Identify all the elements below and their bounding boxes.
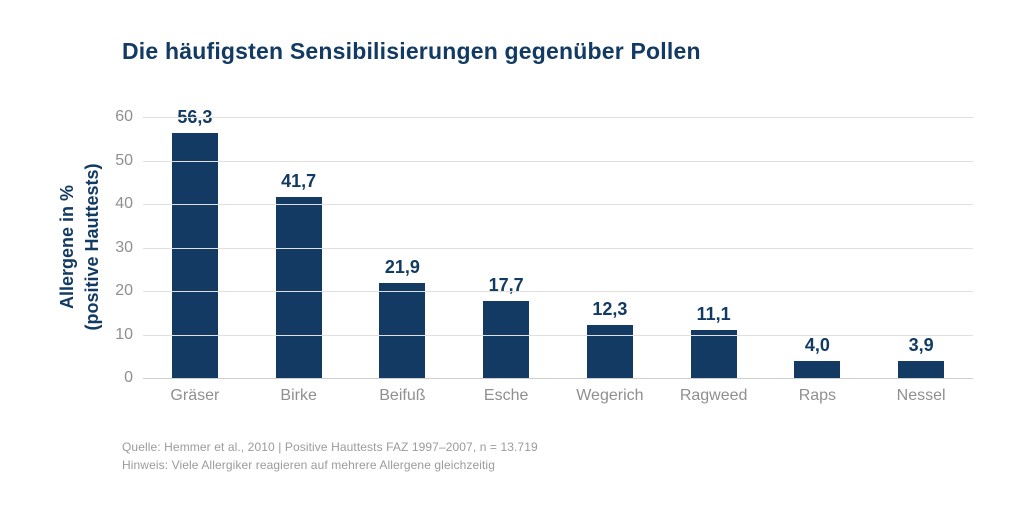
y-tick-label: 30 <box>115 238 133 256</box>
bar-group-gräser: 56,3 Gräser <box>143 107 247 404</box>
gridline <box>143 291 973 292</box>
bar-group-wegerich: 12,3 Wegerich <box>558 117 662 405</box>
bar-group-esche: 17,7 Esche <box>454 117 558 404</box>
bar-value-label: 11,1 <box>696 303 731 324</box>
bar <box>379 282 426 378</box>
y-tick-label: 10 <box>115 325 133 343</box>
source-note: Quelle: Hemmer et al., 2010 | Positive H… <box>122 438 538 474</box>
bar-value-label: 12,3 <box>592 298 628 319</box>
bar-group-raps: 4,0 Raps <box>766 117 870 404</box>
bar-group-beifuß: 21,9 Beifuß <box>351 117 455 404</box>
bar <box>586 324 633 378</box>
bar-value-label: 17,7 <box>488 275 524 296</box>
gridline <box>143 247 973 249</box>
hint-line: Hinweis: Viele Allergiker reagieren auf … <box>122 458 495 472</box>
x-axis-label: Wegerich <box>576 387 644 404</box>
x-axis-baseline <box>143 378 973 379</box>
bar-group-ragweed: 11,1 Ragweed <box>662 117 766 404</box>
gridline <box>143 334 973 336</box>
bar-group-birke: 41,7 Birke <box>247 117 351 404</box>
bar-value-label: 3,9 <box>908 335 934 356</box>
gridline <box>143 204 973 205</box>
bar <box>171 133 218 378</box>
bar-value-label: 4,0 <box>804 334 830 355</box>
bar <box>483 301 530 378</box>
y-axis-label-line1: Allergene in % <box>57 184 77 310</box>
x-axis-label: Raps <box>798 387 837 404</box>
x-axis-label: Ragweed <box>679 387 748 404</box>
bar <box>898 361 945 378</box>
x-axis-label: Gräser <box>170 387 220 404</box>
y-tick-label: 60 <box>115 108 133 125</box>
x-axis-label: Beifuß <box>379 387 426 404</box>
bar <box>794 360 841 378</box>
gridline <box>143 117 973 118</box>
bar-group-nessel: 3,9 Nessel <box>869 117 973 404</box>
gridline <box>143 160 973 162</box>
x-axis-label: Esche <box>483 387 529 404</box>
y-tick-label: 20 <box>115 282 133 299</box>
bar-value-label: 21,9 <box>384 256 420 277</box>
plot-area: 56,3 Gräser 41,7 Birke 21,9 Beifuß 17,7 Esche 12… <box>115 107 973 405</box>
bars-row: 56,3 Gräser 41,7 Birke 21,9 Beifuß 17,7 Esche 12… <box>143 107 973 405</box>
y-tick-label: 0 <box>124 369 133 386</box>
x-axis-label: Birke <box>280 387 317 404</box>
bar <box>690 329 737 378</box>
bar-value-label: 41,7 <box>281 170 317 191</box>
y-tick-label: 50 <box>115 151 133 169</box>
bar <box>275 196 322 378</box>
x-axis-label: Nessel <box>896 387 946 404</box>
chart-title: Die häufigsten Sensibilisierungen gegenü… <box>122 38 701 64</box>
y-tick-label: 40 <box>115 195 133 212</box>
source-line: Quelle: Hemmer et al., 2010 | Positive H… <box>122 440 538 454</box>
